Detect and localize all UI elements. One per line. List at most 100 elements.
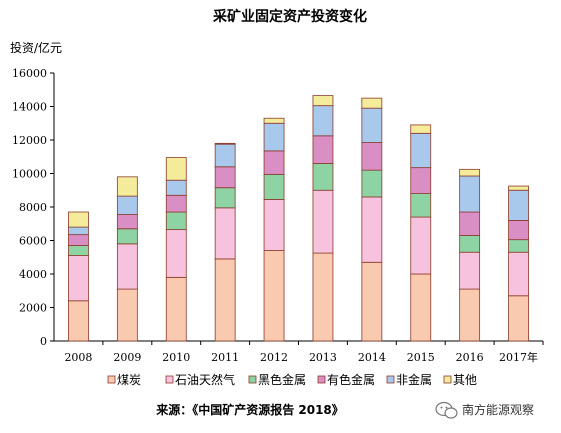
x-tick-label: 2014 — [358, 351, 386, 364]
legend-swatch — [386, 375, 395, 384]
bar-segment — [214, 142, 236, 145]
bar-segment — [410, 132, 432, 169]
bar-segment — [68, 211, 89, 228]
bar-segment — [361, 196, 383, 263]
y-tick-label: 16000 — [12, 67, 47, 80]
bar-segment — [312, 135, 334, 164]
bar-segment — [165, 229, 187, 278]
legend-label: 其他 — [453, 373, 477, 387]
bar-segment — [312, 189, 334, 254]
bar-segment — [263, 150, 285, 175]
bar-segment — [214, 258, 236, 342]
y-tick-label: 6000 — [19, 235, 47, 248]
bar-segment — [410, 273, 432, 342]
bar-segment — [214, 166, 236, 189]
bar-segment — [508, 251, 529, 297]
x-tick-label: 2009 — [113, 351, 141, 364]
bar-segment — [459, 251, 481, 290]
bar-segment — [165, 179, 187, 196]
bar-segment — [312, 95, 334, 107]
plot-area: 0 2000 4000 6000 8000 10000 12000 14000 16000 200… — [12, 67, 544, 364]
wechat-bubble-icon — [435, 401, 458, 419]
bar-segment — [263, 199, 285, 251]
legend-swatch — [443, 375, 452, 384]
bar-segment — [165, 211, 187, 231]
bar-segment — [361, 97, 383, 109]
bar-segment — [361, 107, 383, 143]
bar-segment — [116, 176, 138, 197]
y-tick-label: 0 — [40, 335, 47, 348]
bar-segment — [68, 255, 89, 302]
watermark: 南方能源观察 — [435, 401, 534, 419]
bar-segment — [508, 295, 529, 342]
bar-segment — [116, 243, 138, 290]
y-axis-label: 投资/亿元 — [10, 40, 62, 55]
x-tick-label: 2008 — [64, 351, 92, 364]
bar-segment — [459, 288, 481, 342]
bar-segment — [68, 226, 89, 236]
bar-segment — [116, 228, 138, 245]
legend-label: 黑色金属 — [258, 372, 306, 387]
x-tick-label: 2012 — [260, 351, 288, 364]
bar-segment — [214, 143, 236, 168]
legend-swatch — [165, 375, 174, 384]
legend-label: 非金属 — [396, 372, 432, 387]
bar-segment — [459, 175, 481, 213]
bar-segment — [165, 276, 187, 342]
bar-segment — [459, 168, 481, 177]
y-tick-label: 10000 — [12, 168, 47, 181]
bar-segment — [263, 122, 285, 152]
bar-segment — [165, 194, 187, 213]
bar-segment — [68, 300, 89, 342]
x-tick-label: 2015 — [407, 351, 435, 364]
x-tick-label: 2010 — [162, 351, 190, 364]
bar-segment — [312, 163, 334, 191]
bar-segment — [410, 193, 432, 218]
y-tick-label: 14000 — [12, 101, 47, 114]
bar-segment — [263, 117, 285, 124]
source-note: 来源：《中国矿产资源报告 2018》 — [155, 402, 344, 417]
y-tick-label: 4000 — [19, 268, 47, 281]
bar-segment — [361, 169, 383, 198]
bar-segment — [410, 124, 432, 134]
bar-segment — [263, 173, 285, 200]
bar-segment — [459, 211, 481, 236]
watermark-text: 南方能源观察 — [462, 402, 534, 417]
legend: 煤炭 石油天然气 黑色金属 有色金属 非金属 其他 — [107, 372, 477, 387]
bar-segment — [508, 219, 529, 241]
x-tick-label: 2013 — [309, 351, 337, 364]
x-tick-label: 2011 — [211, 351, 239, 364]
bar-segment — [116, 195, 138, 215]
y-tick-label: 12000 — [12, 134, 47, 147]
bar-segment — [116, 214, 138, 230]
bar-segment — [68, 245, 89, 256]
bar-segment — [312, 105, 334, 137]
legend-label: 煤炭 — [117, 373, 141, 387]
x-tick-label: 2017年 — [499, 350, 538, 364]
bar-segment — [312, 252, 334, 342]
bar-segment — [165, 157, 187, 181]
bar-segment — [508, 189, 529, 221]
bar-segment — [410, 167, 432, 194]
legend-label: 有色金属 — [327, 372, 375, 387]
y-tick-label: 8000 — [19, 201, 47, 214]
x-tick-label: 2016 — [456, 351, 484, 364]
bar-segment — [214, 207, 236, 260]
chart-title: 采矿业固定资产投资变化 — [212, 8, 367, 25]
bar-segment — [116, 288, 138, 342]
bar-segment — [214, 187, 236, 209]
bar-segment — [459, 235, 481, 253]
bar-segment — [263, 250, 285, 342]
legend-swatch — [107, 375, 116, 384]
legend-swatch — [317, 375, 326, 384]
bar-segment — [361, 261, 383, 342]
bar-segment — [410, 216, 432, 275]
y-tick-label: 2000 — [19, 302, 47, 315]
bar-segment — [508, 185, 529, 191]
bar-segment — [508, 239, 529, 253]
bar-segment — [68, 234, 89, 246]
legend-label: 石油天然气 — [175, 372, 235, 387]
legend-swatch — [248, 375, 257, 384]
bar-segment — [361, 142, 383, 171]
